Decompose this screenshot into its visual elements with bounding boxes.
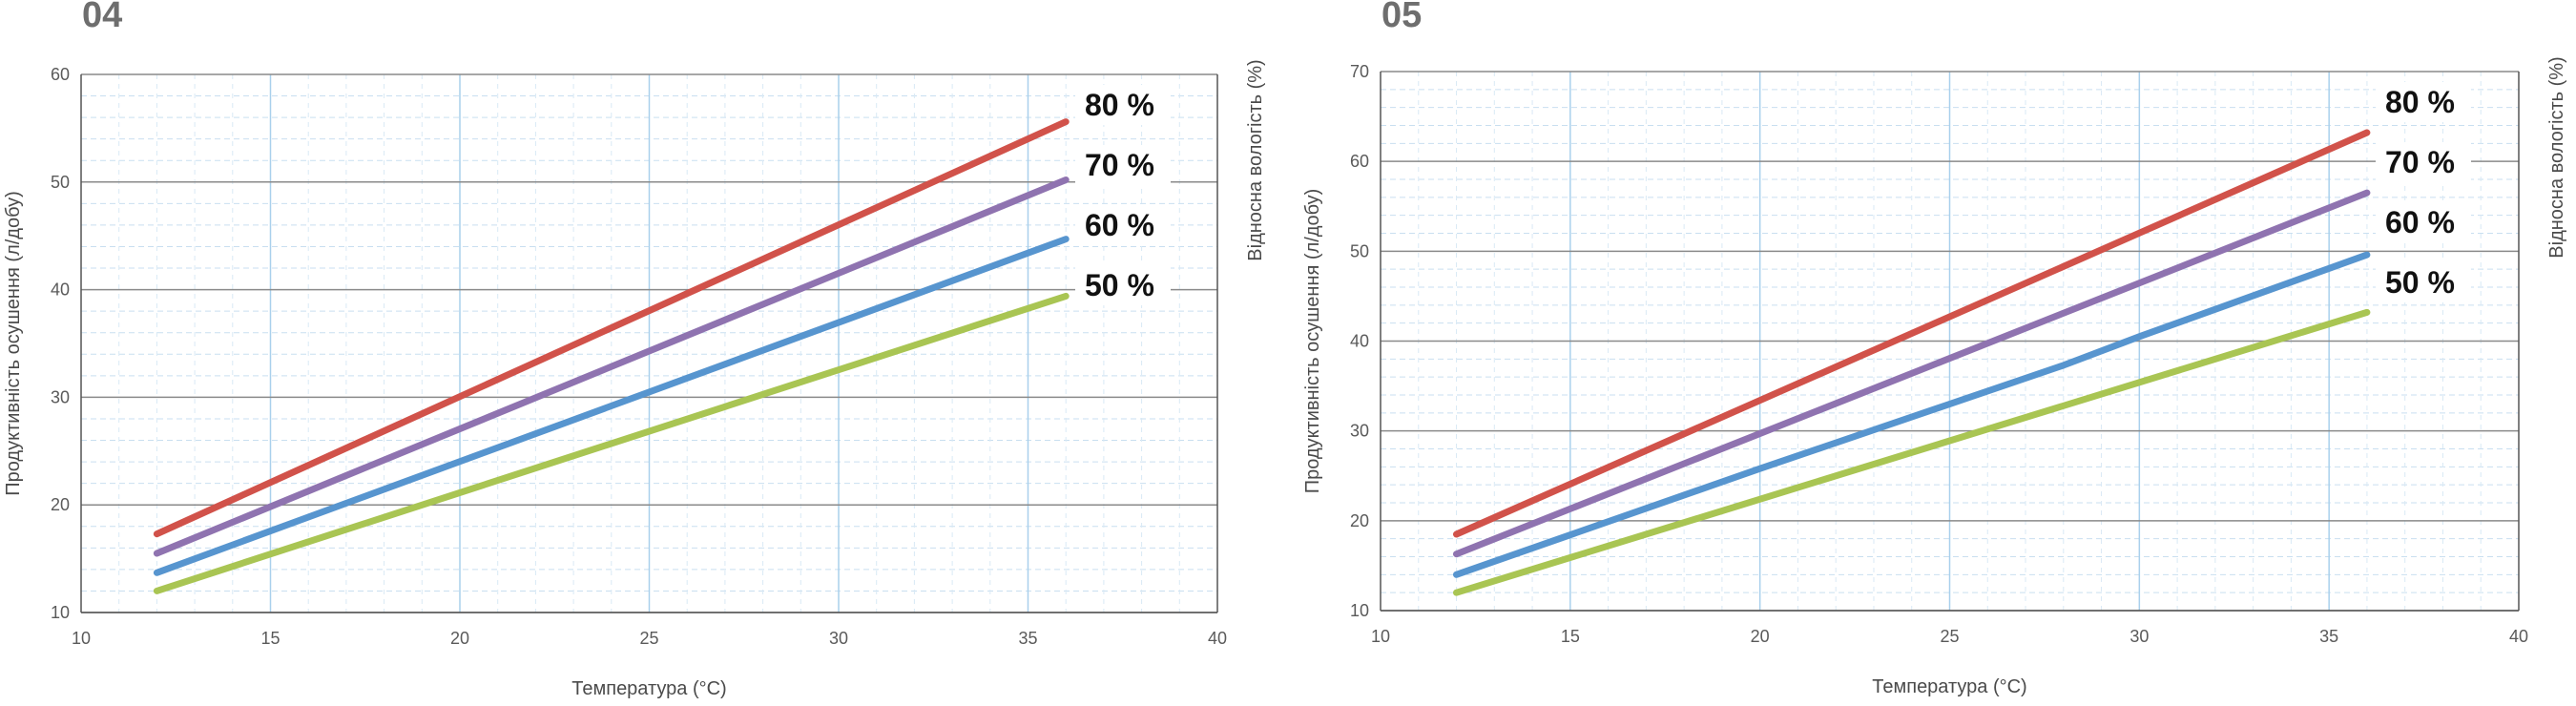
x-tick-label: 30	[2129, 627, 2149, 646]
series-label-bg	[1075, 205, 1171, 245]
x-tick-label: 10	[1371, 627, 1390, 646]
x-axis-title: Температура (°C)	[1872, 676, 2026, 697]
x-tick-label: 40	[2509, 627, 2528, 646]
chart-number: 05	[1381, 0, 1422, 35]
x-tick-label: 40	[1208, 629, 1227, 648]
y-tick-label: 70	[1350, 62, 1369, 81]
series-label: 70 %	[1085, 148, 1154, 182]
x-tick-label: 25	[1940, 627, 1959, 646]
series-label-bg	[2376, 82, 2471, 122]
x-tick-label: 15	[260, 629, 280, 648]
series-label: 50 %	[2385, 265, 2455, 300]
y-tick-label: 60	[1350, 152, 1369, 171]
y-tick-label: 30	[1350, 422, 1369, 441]
series-line-60	[153, 236, 1070, 576]
series-line-50	[153, 292, 1070, 594]
series-label-bg	[1075, 265, 1171, 305]
series-label-bg	[2376, 142, 2471, 182]
y-axis-title: Продуктивність осушення (л/добу)	[1302, 189, 1323, 494]
y-axis-title: Продуктивність осушення (л/добу)	[3, 191, 24, 496]
series-line-80	[153, 118, 1070, 538]
series-line-70	[153, 176, 1070, 557]
series-label-bg	[2376, 262, 2471, 302]
series-line-50	[1453, 308, 2371, 596]
y-tick-label: 10	[51, 603, 70, 622]
y-tick-label: 40	[1350, 332, 1369, 351]
x-tick-label: 35	[2319, 627, 2338, 646]
series-label: 60 %	[1085, 208, 1154, 242]
y-tick-label: 60	[51, 65, 70, 84]
series-label-bg	[1075, 145, 1171, 185]
x-tick-label: 10	[72, 629, 91, 648]
x-tick-label: 15	[1561, 627, 1580, 646]
x-tick-label: 30	[829, 629, 848, 648]
y-tick-label: 50	[51, 173, 70, 192]
series-line-70	[1453, 189, 2371, 558]
series-label: 80 %	[2385, 85, 2455, 119]
series-label: 70 %	[2385, 145, 2455, 179]
y-tick-label: 50	[1350, 241, 1369, 260]
x-tick-label: 20	[450, 629, 469, 648]
right-axis-title: Відносна вологість (%)	[2546, 56, 2567, 258]
chart-04: 04 10 20 30 40 50 60 10 15 20 25 30 35 40 Температура …	[3, 0, 1266, 699]
y-tick-label: 20	[51, 495, 70, 514]
series-label: 60 %	[2385, 205, 2455, 239]
x-axis-title: Температура (°C)	[571, 678, 726, 699]
x-tick-label: 20	[1751, 627, 1770, 646]
x-tick-label: 25	[639, 629, 658, 648]
series-label-bg	[2376, 202, 2471, 242]
x-tick-label: 35	[1018, 629, 1037, 648]
y-tick-label: 20	[1350, 511, 1369, 530]
y-tick-label: 10	[1350, 601, 1369, 620]
series-label: 50 %	[1085, 268, 1154, 302]
y-tick-label: 40	[51, 280, 70, 300]
chart-05: 05 10 20 30 40 50 60 70 10 15 20 25 30 35 40 Температур…	[1302, 0, 2567, 697]
right-axis-title: Відносна вологість (%)	[1245, 59, 1266, 260]
series-line-80	[1453, 129, 2371, 538]
series-line-60	[1453, 251, 2371, 578]
series-label: 80 %	[1085, 88, 1154, 122]
y-tick-label: 30	[51, 387, 70, 406]
chart-number: 04	[82, 0, 122, 35]
series-label-bg	[1075, 85, 1171, 125]
